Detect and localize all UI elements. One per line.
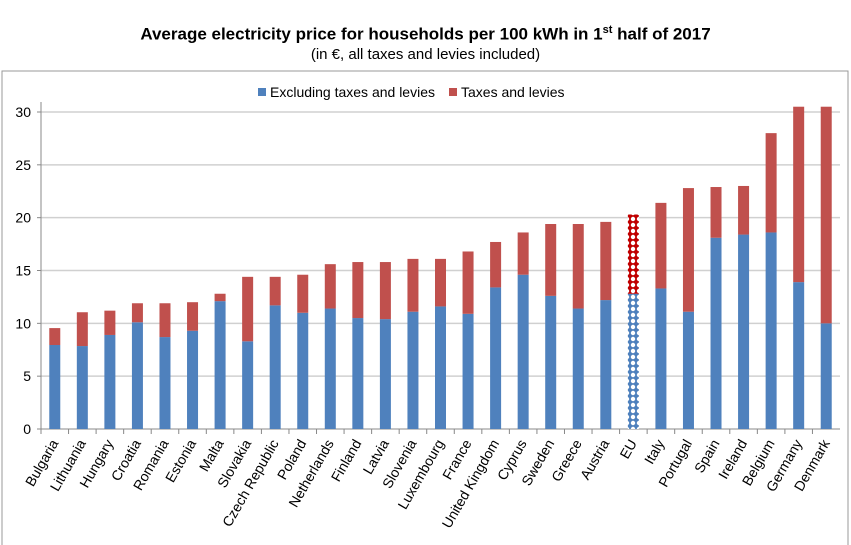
bar-excluding-taxes-slovakia [242,341,254,429]
bar-taxes-sweden [545,224,557,296]
bar-taxes-estonia [187,302,199,331]
bar-excluding-taxes-spain [710,237,722,429]
bar-excluding-taxes-united-kingdom [490,287,502,429]
bar-taxes-lithuania [76,312,88,347]
bar-excluding-taxes-italy [655,288,667,429]
bar-taxes-finland [352,262,364,319]
y-tick-label: 0 [23,421,31,437]
bar-taxes-germany [793,106,805,283]
x-tick-label: Italy [641,437,668,467]
bar-taxes-eu [627,214,639,294]
y-tick-label: 30 [15,104,31,120]
bar-taxes-bulgaria [49,328,61,345]
chart-title: Average electricity price for households… [0,24,851,45]
bar-excluding-taxes-romania [159,337,171,429]
bar-excluding-taxes-cyprus [517,274,529,429]
bar-excluding-taxes-bulgaria [49,344,61,429]
bar-excluding-taxes-eu [627,293,639,429]
bar-taxes-italy [655,202,667,289]
y-tick-label: 15 [15,263,31,279]
bar-excluding-taxes-ireland [738,234,750,429]
bar-taxes-luxembourg [435,258,446,307]
bar-excluding-taxes-lithuania [76,346,88,429]
bar-excluding-taxes-netherlands [324,308,336,429]
bar-taxes-hungary [104,310,116,335]
bar-excluding-taxes-germany [793,282,805,429]
bar-taxes-netherlands [324,264,336,309]
bar-excluding-taxes-hungary [104,334,116,429]
bar-excluding-taxes-croatia [131,322,143,429]
bar-excluding-taxes-latvia [379,319,391,429]
bar-taxes-romania [159,303,171,338]
bar-taxes-latvia [379,262,391,320]
bar-excluding-taxes-luxembourg [435,306,446,429]
bar-excluding-taxes-greece [572,308,584,429]
bar-taxes-portugal [682,188,694,312]
legend-label: Taxes and levies [461,84,565,100]
bar-excluding-taxes-czech-republic [269,305,281,429]
bar-excluding-taxes-sweden [545,295,557,429]
bar-taxes-slovenia [407,258,419,312]
bar-taxes-malta [214,293,226,302]
title-text: Average electricity price for households… [140,24,603,44]
bar-excluding-taxes-portugal [682,311,694,429]
legend-swatch [258,88,266,96]
bar-excluding-taxes-belgium [765,232,777,429]
bar-excluding-taxes-denmark [820,323,832,429]
legend-label: Excluding taxes and levies [270,84,435,100]
bar-taxes-czech-republic [269,276,281,306]
bar-excluding-taxes-estonia [187,330,199,429]
title-end: half of 2017 [612,24,711,44]
bar-taxes-cyprus [517,232,529,275]
x-tick-label: EU [616,437,640,462]
bar-taxes-denmark [820,106,832,324]
bar-excluding-taxes-poland [297,312,309,429]
y-tick-label: 20 [15,210,31,226]
bar-taxes-slovakia [242,276,254,342]
bar-taxes-spain [710,187,722,238]
bar-taxes-ireland [738,185,750,235]
bar-taxes-austria [600,221,612,301]
legend-swatch [449,88,457,96]
bar-excluding-taxes-slovenia [407,311,419,429]
title-superscript: st [602,24,613,36]
bar-taxes-united-kingdom [490,241,502,288]
bar-taxes-belgium [765,133,777,233]
chart-frame [1,70,849,545]
bar-excluding-taxes-finland [352,318,364,429]
bar-taxes-poland [297,274,309,313]
y-tick-label: 5 [23,368,31,384]
chart-subtitle: (in €, all taxes and levies included) [310,46,541,63]
y-tick-label: 25 [15,157,31,173]
bar-excluding-taxes-austria [600,300,612,429]
y-tick-label: 10 [15,315,31,331]
bar-taxes-greece [572,224,584,309]
bar-taxes-croatia [131,303,143,323]
bar-excluding-taxes-malta [214,301,226,429]
bar-excluding-taxes-france [462,313,474,429]
bar-taxes-france [462,251,474,314]
